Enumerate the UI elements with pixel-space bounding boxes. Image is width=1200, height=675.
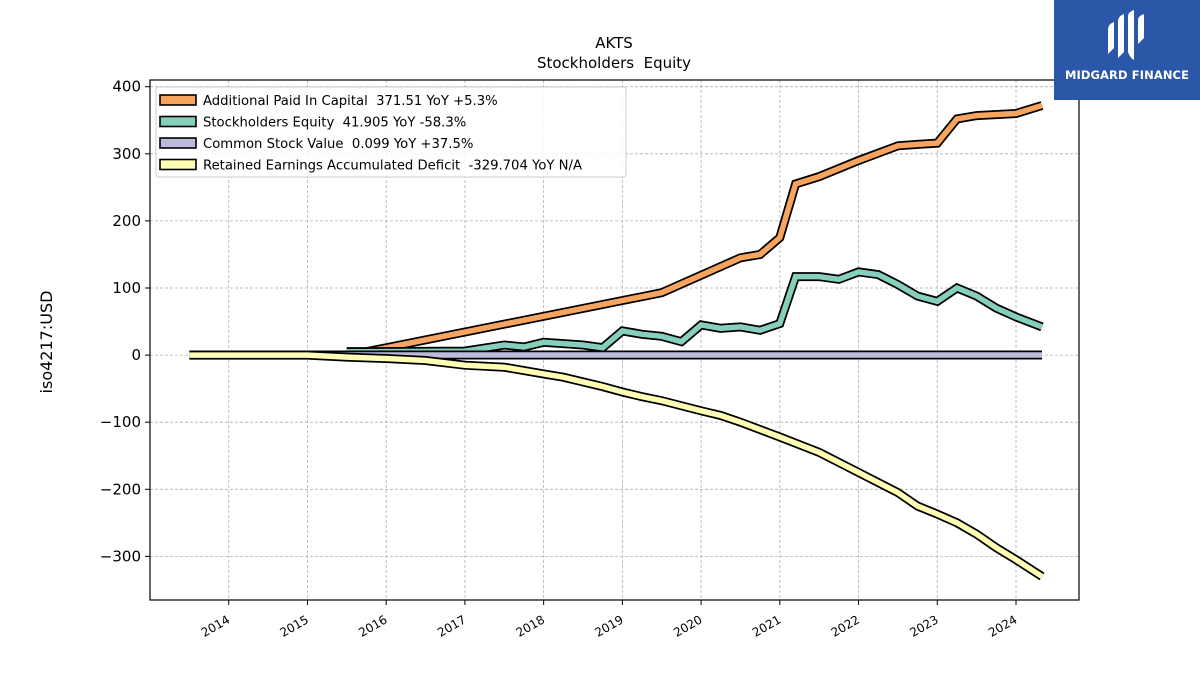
legend-swatch — [159, 158, 197, 171]
series-line — [189, 352, 1044, 579]
brand-name: MIDGARD FINANCE — [1064, 68, 1190, 82]
series-line — [346, 102, 1043, 355]
y-tick-label: 100 — [112, 279, 141, 297]
legend-label: Additional Paid In Capital 371.51 YoY +5… — [203, 94, 498, 109]
x-tick-label: 2021 — [750, 612, 783, 639]
y-axis-label: iso4217:USD — [37, 291, 56, 394]
series-line — [346, 269, 1043, 355]
legend-label: Common Stock Value 0.099 YoY +37.5% — [203, 137, 473, 152]
x-tick-label: 2014 — [199, 612, 232, 639]
plot-frame — [149, 79, 1080, 601]
legend-label: Retained Earnings Accumulated Deficit -3… — [203, 159, 582, 174]
x-tick-label: 2015 — [278, 612, 311, 639]
brand-mark-icon — [1108, 10, 1144, 60]
x-tick-label: 2023 — [907, 612, 940, 639]
y-tick-label: 300 — [112, 145, 141, 163]
y-tick-label: 200 — [112, 212, 141, 230]
x-tick-label: 2017 — [435, 612, 468, 639]
x-tick-label: 2019 — [592, 612, 625, 639]
y-tick-label: −300 — [100, 547, 141, 565]
series-3 — [189, 350, 1045, 581]
x-tick-label: 2024 — [986, 612, 1019, 639]
legend-swatch — [159, 94, 197, 106]
legend-swatch — [159, 115, 197, 128]
series-0 — [346, 101, 1044, 357]
series-layer — [189, 101, 1045, 581]
series-1 — [346, 267, 1044, 357]
y-tick-label: −100 — [100, 413, 141, 431]
legend-box — [155, 86, 627, 178]
x-axis: 2014 2015 2016 2017 2018 2019 2020 2021 2022 2023… — [199, 600, 1020, 640]
series-line-outline — [346, 267, 1044, 357]
x-tick-label: 2018 — [514, 612, 547, 639]
y-tick-label: 400 — [112, 78, 141, 96]
x-tick-label: 2016 — [356, 612, 389, 639]
legend: Additional Paid In Capital 371.51 YoY +5… — [155, 86, 627, 178]
y-tick-label: −200 — [100, 480, 141, 498]
brand-logo: MIDGARD FINANCE — [1054, 0, 1200, 100]
x-tick-label: 2020 — [671, 612, 704, 639]
y-tick-label: 0 — [131, 346, 141, 364]
y-axis: −300 −200 −100 0 100 200 300 400 — [100, 78, 150, 565]
chart-subtitle: Stockholders Equity — [537, 54, 691, 72]
chart-title: AKTS — [595, 34, 633, 52]
legend-swatch — [159, 137, 197, 149]
x-tick-label: 2022 — [829, 612, 862, 639]
legend-label: Stockholders Equity 41.905 YoY -58.3% — [203, 116, 466, 131]
